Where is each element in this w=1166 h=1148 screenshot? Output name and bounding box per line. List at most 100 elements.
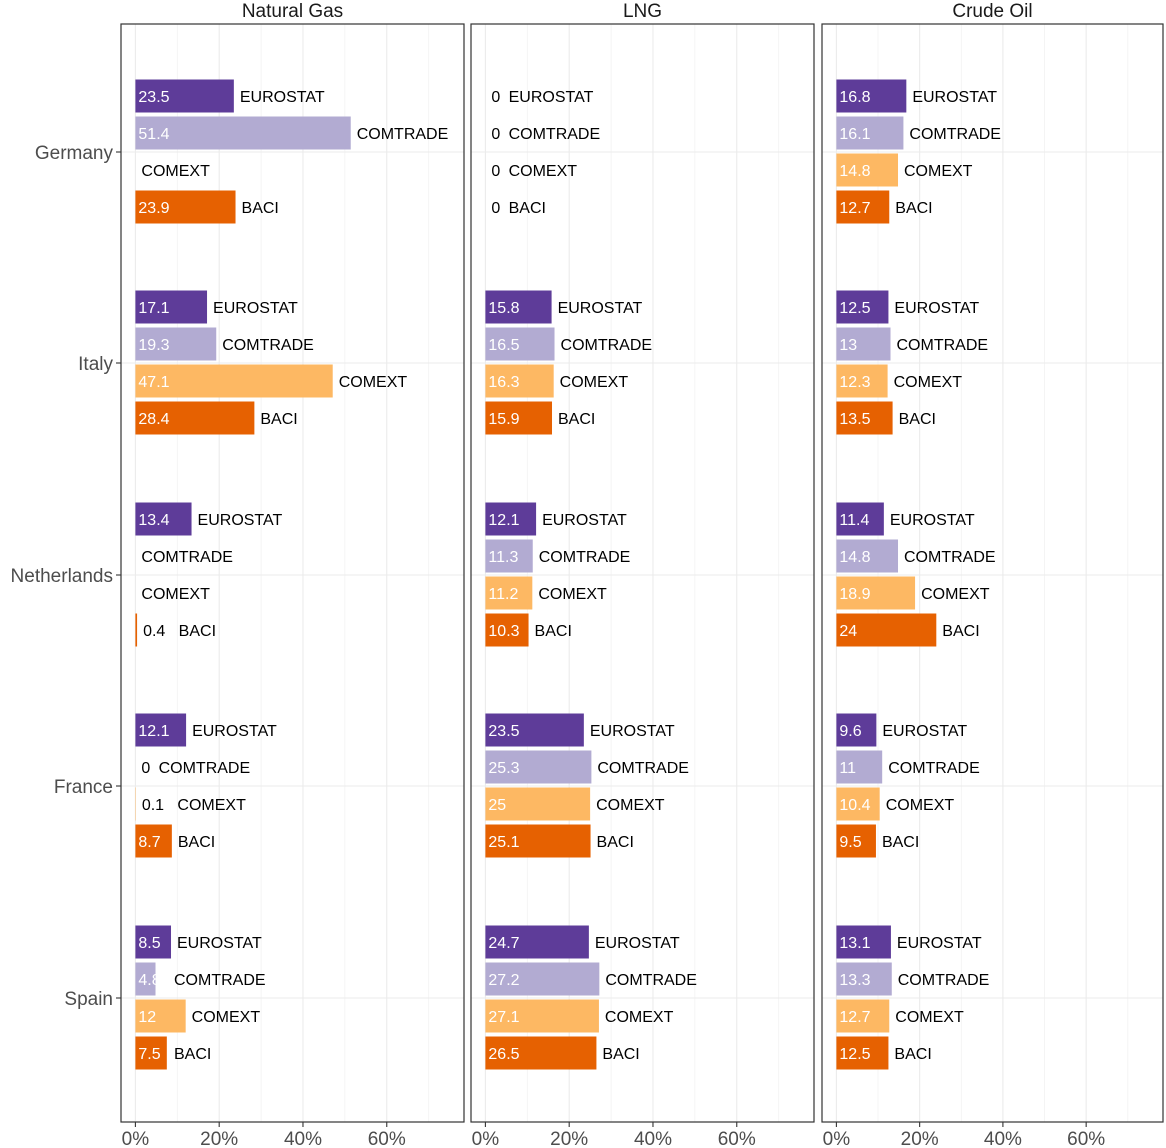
- bar-netherlands-comtrade-crude-oil: [836, 539, 899, 573]
- value-label-germany-comext-lng: 0: [491, 163, 500, 180]
- bar-france-comtrade-lng: [485, 750, 592, 784]
- bar-italy-baci-natural-gas: [135, 401, 255, 435]
- value-label-france-eurostat-natural-gas: 12.1: [138, 723, 169, 740]
- value-label-netherlands-comext-lng: 11.2: [488, 586, 518, 603]
- bar-germany-comext-crude-oil: [836, 153, 899, 187]
- source-label-italy-comext-crude-oil: COMEXT: [894, 374, 963, 391]
- source-label-germany-baci-lng: BACI: [509, 200, 546, 217]
- source-label-spain-comtrade-natural-gas: COMTRADE: [174, 972, 266, 989]
- value-label-germany-eurostat-natural-gas: 23.5: [138, 89, 169, 106]
- value-label-netherlands-comtrade-lng: 11.3: [488, 549, 518, 566]
- bar-france-comtrade-crude-oil: [836, 750, 883, 784]
- source-label-germany-comtrade-lng: COMTRADE: [509, 126, 601, 143]
- bar-italy-eurostat-natural-gas: [135, 290, 208, 324]
- country-label-germany: Germany: [35, 143, 114, 164]
- source-label-france-comtrade-lng: COMTRADE: [597, 760, 689, 777]
- source-label-spain-comtrade-lng: COMTRADE: [605, 972, 697, 989]
- bar-france-baci-natural-gas: [135, 824, 172, 858]
- source-label-italy-eurostat-natural-gas: EUROSTAT: [213, 300, 298, 317]
- bar-netherlands-comtrade-lng: [485, 539, 533, 573]
- bar-netherlands-comext-crude-oil: [836, 576, 916, 610]
- panel-title-natural-gas: Natural Gas: [242, 1, 343, 22]
- source-label-germany-comtrade-natural-gas: COMTRADE: [357, 126, 449, 143]
- bar-netherlands-eurostat-lng: [485, 502, 537, 536]
- source-label-germany-baci-crude-oil: BACI: [895, 200, 932, 217]
- source-label-italy-baci-lng: BACI: [558, 411, 595, 428]
- bar-france-eurostat-crude-oil: [836, 713, 877, 747]
- value-label-germany-comtrade-lng: 0: [491, 126, 500, 143]
- source-label-france-baci-crude-oil: BACI: [882, 834, 919, 851]
- bar-italy-comtrade-natural-gas: [135, 327, 217, 361]
- source-label-italy-eurostat-crude-oil: EUROSTAT: [894, 300, 979, 317]
- source-label-germany-baci-natural-gas: BACI: [242, 200, 279, 217]
- x-tick-label-lng: 0%: [472, 1129, 500, 1148]
- bar-spain-comext-crude-oil: [836, 999, 890, 1033]
- bar-netherlands-eurostat-crude-oil: [836, 502, 884, 536]
- source-label-spain-baci-crude-oil: BACI: [894, 1046, 931, 1063]
- value-label-spain-comtrade-natural-gas: 4.8: [138, 972, 160, 989]
- source-label-germany-comtrade-crude-oil: COMTRADE: [909, 126, 1001, 143]
- bar-spain-comtrade-natural-gas: [135, 962, 156, 996]
- x-tick-label-crude-oil: 0%: [823, 1129, 851, 1148]
- bar-germany-eurostat-crude-oil: [836, 79, 907, 113]
- source-label-germany-comext-lng: COMEXT: [509, 163, 578, 180]
- bar-netherlands-eurostat-natural-gas: [135, 502, 192, 536]
- panel-natural-gas: 23.5 EUROSTAT 51.4 COMTRADE COMEXT 23.9 BACI 17…: [120, 1, 465, 1148]
- value-label-spain-baci-natural-gas: 7.5: [138, 1046, 160, 1063]
- value-label-germany-baci-crude-oil: 12.7: [839, 200, 870, 217]
- value-label-italy-comtrade-crude-oil: 13: [839, 337, 857, 354]
- x-tick-label-natural-gas: 60%: [368, 1129, 406, 1148]
- source-label-spain-comext-lng: COMEXT: [605, 1009, 674, 1026]
- x-tick-label-lng: 40%: [634, 1129, 672, 1148]
- x-tick-label-natural-gas: 0%: [122, 1129, 150, 1148]
- panel-crude-oil: 16.8 EUROSTAT 16.1 COMTRADE 14.8 COMEXT 12.7 BA…: [821, 1, 1164, 1148]
- bar-netherlands-baci-lng: [485, 613, 529, 647]
- value-label-netherlands-eurostat-crude-oil: 11.4: [839, 512, 869, 529]
- value-label-spain-comext-crude-oil: 12.7: [839, 1009, 870, 1026]
- source-label-spain-comext-crude-oil: COMEXT: [895, 1009, 964, 1026]
- source-label-italy-comext-natural-gas: COMEXT: [339, 374, 408, 391]
- x-tick-label-lng: 60%: [718, 1129, 756, 1148]
- value-label-italy-comext-natural-gas: 47.1: [138, 374, 169, 391]
- x-tick-label-natural-gas: 20%: [200, 1129, 238, 1148]
- source-label-spain-baci-lng: BACI: [602, 1046, 639, 1063]
- bar-italy-comext-crude-oil: [836, 364, 888, 398]
- bar-italy-baci-lng: [485, 401, 553, 435]
- source-label-italy-comtrade-natural-gas: COMTRADE: [222, 337, 314, 354]
- value-label-italy-baci-lng: 15.9: [488, 411, 519, 428]
- country-label-france: France: [54, 777, 113, 798]
- source-label-spain-baci-natural-gas: BACI: [174, 1046, 211, 1063]
- value-label-germany-comext-crude-oil: 14.8: [839, 163, 870, 180]
- bar-france-comext-crude-oil: [836, 787, 880, 821]
- value-label-france-baci-natural-gas: 8.7: [138, 834, 160, 851]
- bar-france-eurostat-natural-gas: [135, 713, 187, 747]
- source-label-netherlands-baci-lng: BACI: [535, 623, 572, 640]
- country-label-italy: Italy: [78, 354, 113, 375]
- bar-spain-eurostat-crude-oil: [836, 925, 891, 959]
- source-label-netherlands-eurostat-lng: EUROSTAT: [542, 512, 627, 529]
- source-label-france-comtrade-crude-oil: COMTRADE: [888, 760, 980, 777]
- value-label-netherlands-comtrade-crude-oil: 14.8: [839, 549, 870, 566]
- value-label-netherlands-eurostat-lng: 12.1: [488, 512, 519, 529]
- bar-spain-eurostat-natural-gas: [135, 925, 172, 959]
- panel-lng: 0 EUROSTAT 0 COMTRADE 0 COMEXT 0 BACI 15.8 EUROST…: [470, 1, 815, 1148]
- country-label-spain: Spain: [64, 989, 113, 1010]
- x-tick-label-natural-gas: 40%: [284, 1129, 322, 1148]
- bar-germany-baci-crude-oil: [836, 190, 890, 224]
- source-label-italy-baci-natural-gas: BACI: [260, 411, 297, 428]
- source-label-france-comtrade-natural-gas: COMTRADE: [159, 760, 251, 777]
- source-label-france-eurostat-crude-oil: EUROSTAT: [882, 723, 967, 740]
- value-label-france-comext-crude-oil: 10.4: [839, 797, 870, 814]
- source-label-netherlands-baci-crude-oil: BACI: [942, 623, 979, 640]
- value-label-france-baci-crude-oil: 9.5: [839, 834, 861, 851]
- source-label-germany-eurostat-crude-oil: EUROSTAT: [912, 89, 997, 106]
- value-label-italy-baci-natural-gas: 28.4: [138, 411, 169, 428]
- source-label-france-baci-lng: BACI: [597, 834, 634, 851]
- source-label-netherlands-comtrade-crude-oil: COMTRADE: [904, 549, 996, 566]
- bar-netherlands-baci-natural-gas: [135, 613, 138, 647]
- bar-spain-baci-lng: [485, 1036, 597, 1070]
- value-label-italy-eurostat-crude-oil: 12.5: [839, 300, 870, 317]
- bar-spain-comtrade-lng: [485, 962, 600, 996]
- value-label-france-comext-lng: 25: [488, 797, 506, 814]
- value-label-netherlands-baci-natural-gas: 0.4: [143, 623, 165, 640]
